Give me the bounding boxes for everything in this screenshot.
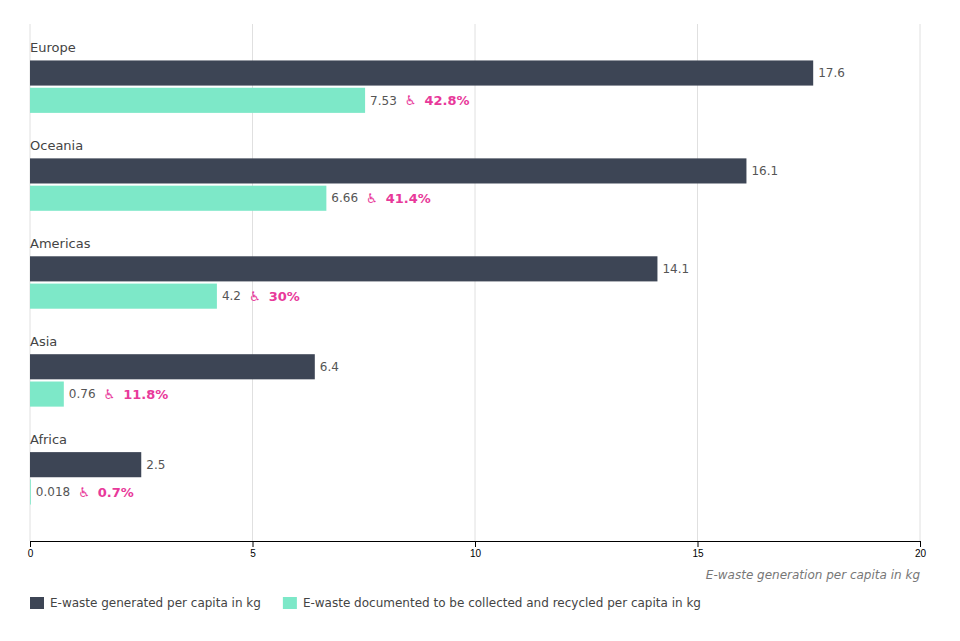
grid <box>30 24 920 541</box>
bar <box>30 60 813 85</box>
bar <box>30 158 746 183</box>
bar <box>30 186 326 211</box>
x-tick-mark <box>920 541 921 547</box>
grid-line <box>697 24 698 541</box>
category-label: Oceania <box>30 138 83 153</box>
bar <box>30 354 315 379</box>
legend-item: E-waste documented to be collected and r… <box>283 596 701 610</box>
category-label: Americas <box>30 236 91 251</box>
x-tick: 20 <box>915 541 927 559</box>
chart: 0 5 10 15 20 E-waste generation per capita in… <box>0 0 960 641</box>
category-label: Asia <box>30 334 57 349</box>
x-tick-label: 5 <box>250 548 256 559</box>
data-label: 2.5 <box>146 458 165 472</box>
bars <box>30 60 813 504</box>
labels: Europe Oceania Americas Asia Africa 17.6 16.1 1… <box>30 40 845 499</box>
bar <box>30 88 365 113</box>
x-tick-mark <box>253 541 254 547</box>
bar <box>30 256 657 281</box>
annotation: ♿ <box>104 387 116 402</box>
bar <box>30 284 217 309</box>
data-label: 0.76 <box>69 387 96 401</box>
chart-container: 0 5 10 15 20 E-waste generation per capita in… <box>0 0 960 641</box>
x-tick: 0 <box>28 541 34 559</box>
x-tick-mark <box>698 541 699 547</box>
x-tick: 5 <box>250 541 256 559</box>
legend-label: E-waste generated per capita in kg <box>50 596 261 610</box>
x-tick: 15 <box>692 541 704 559</box>
bar <box>30 479 31 504</box>
legend-swatch <box>30 597 44 609</box>
annotation: 41.4% <box>386 191 431 206</box>
category-label: Africa <box>30 432 67 447</box>
x-tick: 10 <box>470 541 482 559</box>
x-axis-line <box>31 542 921 548</box>
data-label: 4.2 <box>222 289 241 303</box>
grid-line <box>920 24 921 541</box>
legend-label: E-waste documented to be collected and r… <box>303 596 701 610</box>
x-tick-mark <box>475 541 476 547</box>
annotation: ♿ <box>78 485 90 500</box>
legend: E-waste generated per capita in kg E-wast… <box>30 596 701 610</box>
x-tick-mark <box>30 541 31 547</box>
annotation: 42.8% <box>424 93 469 108</box>
annotation: ♿ <box>366 191 378 206</box>
annotation: ♿ <box>249 289 261 304</box>
data-label: 7.53 <box>370 94 397 108</box>
category-label: Europe <box>30 40 76 55</box>
data-label: 16.1 <box>751 164 778 178</box>
data-label: 14.1 <box>662 262 689 276</box>
annotation: 0.7% <box>98 485 134 500</box>
data-label: 6.4 <box>320 360 339 374</box>
legend-swatch <box>283 597 297 609</box>
x-axis: 0 5 10 15 20 <box>28 541 927 559</box>
grid-line <box>475 24 476 541</box>
annotation: 30% <box>269 289 300 304</box>
x-axis-title: E-waste generation per capita in kg <box>706 568 921 582</box>
data-label: 0.018 <box>36 485 70 499</box>
bar <box>30 382 64 407</box>
legend-item: E-waste generated per capita in kg <box>30 596 261 610</box>
data-label: 17.6 <box>818 66 845 80</box>
data-label: 6.66 <box>331 191 358 205</box>
x-tick-label: 0 <box>28 548 34 559</box>
x-tick-label: 20 <box>915 548 927 559</box>
annotation: ♿ <box>405 93 417 108</box>
x-tick-label: 15 <box>692 548 704 559</box>
bar <box>30 452 141 477</box>
annotation: 11.8% <box>123 387 168 402</box>
x-tick-label: 10 <box>470 548 482 559</box>
